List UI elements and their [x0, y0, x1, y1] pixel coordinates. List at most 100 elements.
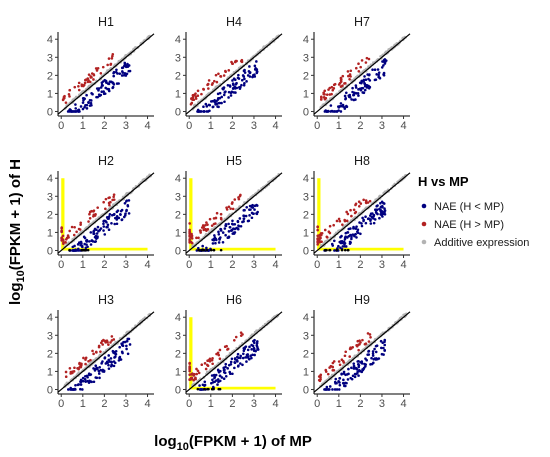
point-nae-higher — [84, 358, 87, 361]
point-nae-higher — [339, 76, 343, 80]
point-nae-lower — [115, 210, 119, 214]
legend-label-nae-lower: NAE (H < MP) — [434, 201, 504, 213]
point-nae-lower — [120, 350, 124, 354]
point-nae-lower — [108, 360, 112, 363]
point-nae-lower — [365, 84, 369, 88]
point-nae-lower — [95, 228, 98, 232]
point-nae-lower — [90, 91, 93, 95]
point-nae-lower — [360, 370, 364, 374]
point-nae-lower — [117, 82, 120, 85]
point-nae-lower — [211, 238, 214, 242]
point-nae-lower — [197, 110, 201, 113]
point-nae-lower — [247, 357, 251, 360]
point-nae-lower — [122, 340, 125, 344]
point-nae-lower — [248, 345, 251, 349]
point-nae-lower — [125, 209, 128, 213]
point-nae-higher — [234, 60, 237, 64]
point-nae-lower — [224, 374, 228, 378]
point-nae-higher — [365, 56, 369, 60]
point-nae-higher — [331, 88, 335, 92]
x-tick-label: 0 — [186, 398, 192, 410]
point-nae-lower — [93, 369, 97, 372]
point-nae-lower — [74, 107, 78, 110]
point-nae-lower — [112, 70, 116, 74]
point-nae-higher — [99, 350, 102, 353]
x-tick-label: 0 — [314, 398, 320, 410]
point-nae-higher — [89, 358, 92, 362]
point-nae-lower — [83, 378, 87, 381]
point-nae-higher — [112, 193, 116, 196]
point-nae-lower — [85, 93, 88, 97]
point-nae-lower — [362, 367, 365, 371]
point-nae-lower — [361, 216, 364, 220]
point-nae-lower — [383, 210, 386, 214]
point-nae-higher — [341, 74, 345, 78]
panel-h1: H1 0 1 2 3 4 0 1 2 3 4 — [47, 15, 155, 132]
point-zero-mp — [316, 243, 319, 246]
point-nae-lower — [231, 372, 234, 376]
point-nae-lower — [373, 347, 376, 351]
point-nae-higher — [200, 363, 204, 367]
point-nae-lower — [371, 350, 375, 353]
point-nae-higher — [346, 212, 350, 216]
panel-h9: H9 0 1 2 3 4 0 1 2 3 4 — [303, 293, 411, 410]
point-nae-lower — [383, 62, 387, 65]
point-nae-lower — [74, 110, 77, 113]
point-nae-lower — [97, 229, 100, 233]
point-nae-lower — [361, 86, 365, 90]
point-nae-higher — [110, 57, 114, 60]
diagonal-reference-line — [57, 172, 155, 254]
y-tick-label: 4 — [303, 173, 309, 185]
point-nae-lower — [351, 86, 354, 90]
point-nae-lower — [239, 356, 242, 360]
panel-title-h6: H6 — [226, 293, 242, 307]
point-nae-lower — [83, 105, 86, 109]
point-nae-lower — [98, 366, 101, 369]
point-zero-hb — [217, 387, 221, 391]
point-nae-higher — [219, 217, 223, 221]
highlight-band-horizontal — [189, 386, 276, 390]
x-tick-label: 2 — [357, 398, 363, 410]
point-zero-hb — [203, 387, 206, 391]
point-nae-higher — [216, 351, 220, 355]
point-nae-lower — [117, 216, 121, 220]
point-nae-lower — [251, 203, 254, 207]
point-nae-higher — [348, 355, 352, 358]
point-nae-higher — [210, 358, 214, 362]
point-nae-lower — [95, 366, 99, 370]
point-nae-higher — [95, 69, 99, 72]
point-additive — [341, 86, 345, 90]
panel-h3: H3 0 1 2 3 4 0 1 2 3 4 — [47, 293, 155, 410]
point-zero-hb — [212, 248, 216, 252]
point-nae-higher — [107, 57, 111, 60]
x-tick-label: 0 — [58, 259, 64, 271]
point-nae-higher — [196, 89, 200, 93]
point-nae-lower — [237, 85, 241, 89]
y-tick-label: 2 — [47, 348, 53, 360]
point-nae-lower — [109, 357, 113, 360]
point-nae-lower — [120, 74, 124, 77]
point-nae-lower — [230, 357, 234, 361]
y-tick-label: 0 — [303, 106, 309, 118]
point-nae-lower — [375, 211, 378, 215]
y-tick-label: 0 — [303, 384, 309, 396]
point-nae-lower — [202, 105, 205, 109]
point-nae-lower — [363, 88, 367, 92]
point-nae-lower — [364, 78, 368, 82]
point-nae-lower — [211, 105, 215, 109]
point-nae-lower — [243, 71, 247, 74]
point-nae-lower — [113, 222, 117, 226]
point-nae-lower — [100, 83, 104, 87]
point-nae-lower — [95, 232, 99, 235]
point-nae-higher — [68, 88, 72, 92]
point-nae-lower — [376, 68, 380, 71]
point-nae-higher — [204, 367, 208, 371]
point-nae-lower — [81, 107, 85, 111]
point-nae-higher — [107, 196, 110, 200]
point-nae-higher — [199, 231, 202, 234]
point-nae-lower — [111, 81, 114, 84]
y-tick-label: 4 — [47, 312, 53, 324]
point-nae-lower — [326, 388, 329, 391]
point-nae-higher — [196, 369, 200, 373]
point-nae-higher — [214, 216, 218, 220]
